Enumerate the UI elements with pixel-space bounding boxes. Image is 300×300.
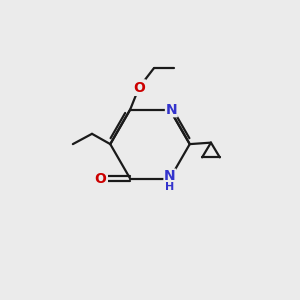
- Text: H: H: [165, 182, 175, 192]
- Text: N: N: [164, 169, 176, 183]
- Text: O: O: [95, 172, 106, 185]
- Text: O: O: [133, 81, 145, 94]
- Text: N: N: [166, 103, 177, 117]
